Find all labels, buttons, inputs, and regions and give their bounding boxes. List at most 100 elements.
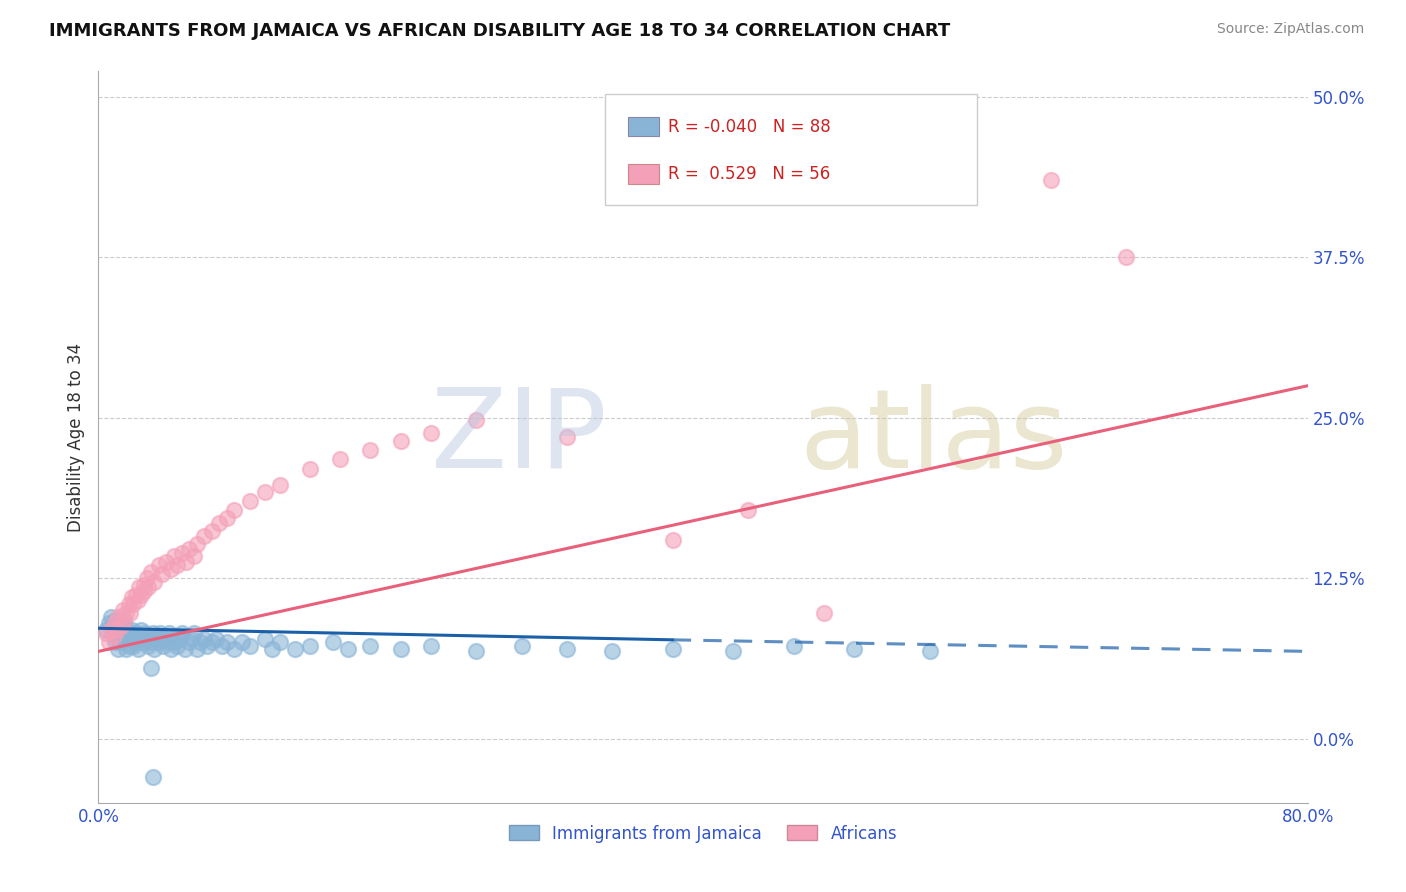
Point bbox=[661, 533, 683, 547]
Point bbox=[139, 629, 162, 643]
Point bbox=[166, 558, 188, 573]
Point bbox=[215, 511, 238, 525]
Point bbox=[284, 641, 307, 656]
Point bbox=[179, 635, 201, 649]
Point bbox=[169, 632, 191, 646]
Point bbox=[108, 635, 131, 649]
Point bbox=[737, 503, 759, 517]
Point bbox=[148, 558, 170, 573]
Point bbox=[132, 577, 155, 591]
Point bbox=[152, 639, 174, 653]
Point bbox=[156, 635, 179, 649]
Point bbox=[103, 629, 125, 643]
Point bbox=[211, 639, 233, 653]
Point bbox=[112, 614, 135, 628]
Point bbox=[122, 597, 145, 611]
Point bbox=[224, 641, 246, 656]
Text: Source: ZipAtlas.com: Source: ZipAtlas.com bbox=[1216, 22, 1364, 37]
Point bbox=[132, 635, 155, 649]
Point bbox=[112, 623, 135, 637]
Point bbox=[148, 635, 170, 649]
Point bbox=[100, 623, 122, 637]
Point bbox=[181, 632, 204, 646]
Point bbox=[125, 635, 148, 649]
Point bbox=[262, 641, 284, 656]
Point bbox=[128, 580, 150, 594]
Text: atlas: atlas bbox=[800, 384, 1069, 491]
Text: R =  0.529   N = 56: R = 0.529 N = 56 bbox=[668, 165, 830, 183]
Point bbox=[121, 623, 143, 637]
Point bbox=[149, 626, 172, 640]
Point bbox=[111, 632, 134, 646]
Point bbox=[166, 639, 188, 653]
Point bbox=[183, 549, 205, 564]
Point bbox=[112, 614, 135, 628]
Point bbox=[224, 503, 246, 517]
Point bbox=[103, 623, 125, 637]
Point bbox=[142, 770, 165, 784]
Point bbox=[120, 629, 142, 643]
Point bbox=[813, 606, 835, 620]
Point bbox=[299, 639, 322, 653]
Point bbox=[122, 639, 145, 653]
Legend: Immigrants from Jamaica, Africans: Immigrants from Jamaica, Africans bbox=[502, 818, 904, 849]
Point bbox=[94, 626, 117, 640]
Point bbox=[360, 442, 382, 457]
Point bbox=[120, 606, 142, 620]
Point bbox=[107, 618, 129, 632]
Point bbox=[465, 644, 488, 658]
Point bbox=[173, 641, 195, 656]
Point bbox=[193, 632, 215, 646]
Point bbox=[299, 462, 322, 476]
Point bbox=[253, 485, 276, 500]
Point bbox=[104, 635, 127, 649]
Point bbox=[783, 639, 806, 653]
Point bbox=[150, 567, 173, 582]
Point bbox=[107, 641, 129, 656]
Point bbox=[360, 639, 382, 653]
Point bbox=[844, 641, 866, 656]
Point bbox=[143, 641, 166, 656]
Point bbox=[129, 588, 152, 602]
Point bbox=[322, 635, 344, 649]
Point bbox=[94, 623, 117, 637]
Text: ZIP: ZIP bbox=[430, 384, 606, 491]
Point bbox=[125, 588, 148, 602]
Point bbox=[661, 641, 683, 656]
Point bbox=[103, 614, 125, 628]
Point bbox=[201, 635, 224, 649]
Point bbox=[114, 641, 136, 656]
Point bbox=[269, 477, 291, 491]
Point bbox=[201, 524, 224, 538]
Point bbox=[179, 541, 201, 556]
Point bbox=[186, 536, 208, 550]
Point bbox=[114, 606, 136, 620]
Point bbox=[208, 516, 231, 530]
Point bbox=[239, 639, 262, 653]
Point bbox=[103, 629, 125, 643]
Point bbox=[269, 635, 291, 649]
Point bbox=[918, 644, 941, 658]
Point bbox=[135, 571, 157, 585]
Point bbox=[136, 639, 159, 653]
Point bbox=[142, 626, 165, 640]
Point bbox=[253, 632, 276, 646]
Point bbox=[110, 618, 132, 632]
Point bbox=[170, 545, 193, 559]
Point bbox=[420, 639, 443, 653]
Point bbox=[127, 593, 149, 607]
Point bbox=[155, 629, 177, 643]
Point bbox=[100, 609, 122, 624]
Point bbox=[1115, 251, 1137, 265]
Point bbox=[135, 632, 157, 646]
Point bbox=[127, 641, 149, 656]
Point bbox=[420, 426, 443, 441]
Point bbox=[195, 639, 218, 653]
Point bbox=[186, 641, 208, 656]
Point bbox=[134, 626, 156, 640]
Point bbox=[121, 632, 143, 646]
Point bbox=[107, 609, 129, 624]
Text: IMMIGRANTS FROM JAMAICA VS AFRICAN DISABILITY AGE 18 TO 34 CORRELATION CHART: IMMIGRANTS FROM JAMAICA VS AFRICAN DISAB… bbox=[49, 22, 950, 40]
Point bbox=[125, 626, 148, 640]
Point bbox=[336, 641, 359, 656]
